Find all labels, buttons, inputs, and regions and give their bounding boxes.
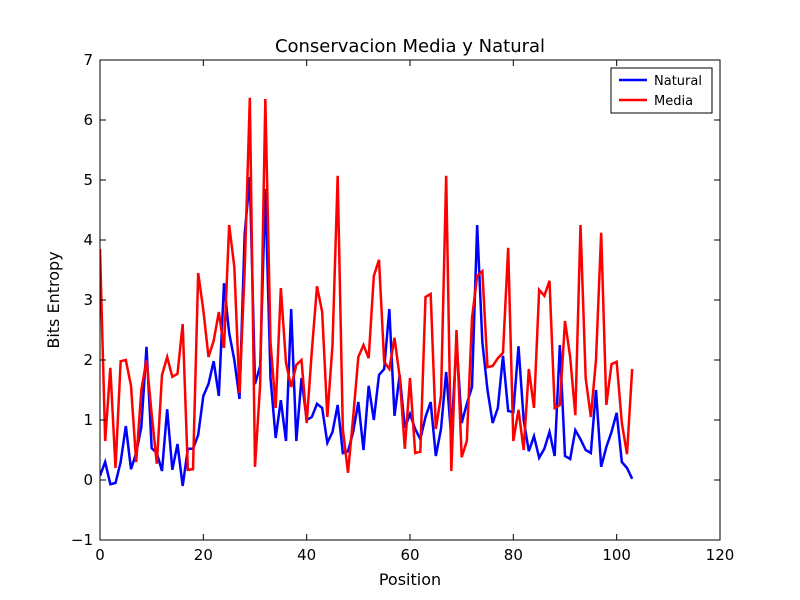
y-tick-label: 2 [83, 351, 93, 369]
x-tick-label: 100 [602, 546, 631, 564]
y-tick-label: 0 [83, 471, 93, 489]
x-tick-label: 80 [504, 546, 523, 564]
x-tick-label: 40 [297, 546, 316, 564]
series-line-media [100, 97, 634, 473]
x-tick-label: 60 [400, 546, 419, 564]
y-axis-label: Bits Entropy [44, 251, 63, 348]
y-tick-label: 6 [83, 111, 93, 129]
x-tick-label: 120 [706, 546, 735, 564]
legend-label-natural: Natural [654, 74, 702, 89]
y-tick-label: −1 [71, 531, 93, 549]
x-tick-label: 0 [95, 546, 105, 564]
y-tick-label: 1 [83, 411, 93, 429]
x-axis-label: Position [379, 570, 441, 589]
y-tick-label: 7 [83, 51, 93, 69]
legend: Natural Media [610, 67, 713, 114]
chart-title: Conservacion Media y Natural [275, 36, 545, 57]
series-line-natural [100, 176, 634, 487]
y-tick-label: 4 [83, 231, 93, 249]
legend-label-media: Media [654, 94, 693, 109]
y-tick-label: 3 [83, 291, 93, 309]
y-tick-label: 5 [83, 171, 93, 189]
x-tick-label: 20 [194, 546, 213, 564]
legend-box [610, 67, 713, 114]
